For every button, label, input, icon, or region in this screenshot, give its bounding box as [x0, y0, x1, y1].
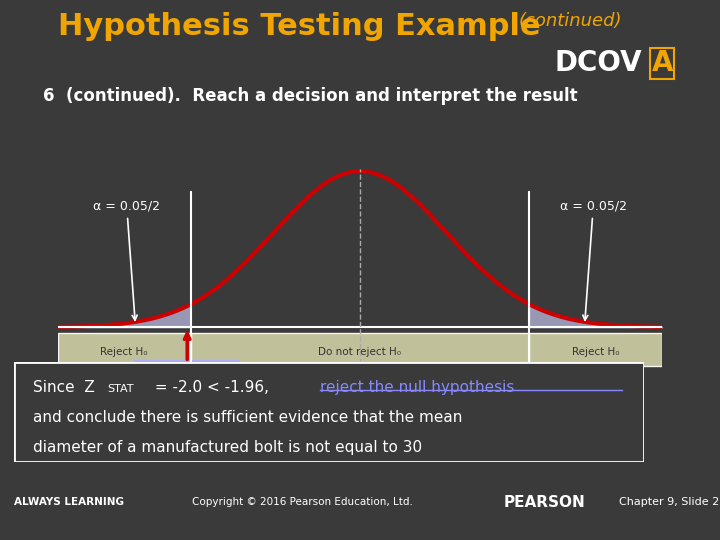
Text: +Zα/2= +1.96: +Zα/2= +1.96 [486, 371, 573, 384]
Bar [58, 333, 191, 366]
Text: = -2.0 < -1.96,: = -2.0 < -1.96, [150, 380, 274, 395]
Bar [529, 333, 662, 366]
Text: Hypothesis Testing Example: Hypothesis Testing Example [58, 12, 540, 40]
Text: and conclude there is sufficient evidence that the mean: and conclude there is sufficient evidenc… [33, 410, 463, 425]
Text: Reject H₀: Reject H₀ [572, 347, 620, 356]
Bar [191, 333, 529, 366]
Text: STAT: STAT [108, 384, 134, 394]
Text: α = 0.05/2: α = 0.05/2 [559, 200, 627, 320]
Text: 0: 0 [369, 371, 377, 384]
Text: PEARSON: PEARSON [504, 495, 586, 510]
Text: Reject H₀: Reject H₀ [100, 347, 148, 356]
Text: α = 0.05/2: α = 0.05/2 [93, 200, 161, 320]
Text: ALWAYS LEARNING: ALWAYS LEARNING [14, 497, 125, 507]
Text: A: A [652, 49, 673, 77]
Text: -2.0: -2.0 [173, 374, 202, 388]
Text: diameter of a manufactured bolt is not equal to 30: diameter of a manufactured bolt is not e… [33, 440, 423, 455]
Text: Since  Z: Since Z [33, 380, 95, 395]
Text: Copyright © 2016 Pearson Education, Ltd.: Copyright © 2016 Pearson Education, Ltd. [192, 497, 413, 507]
Text: Do not reject H₀: Do not reject H₀ [318, 347, 402, 356]
Text: Chapter 9, Slide 27: Chapter 9, Slide 27 [619, 497, 720, 507]
Text: DCOV: DCOV [554, 49, 642, 77]
Text: (continued): (continued) [518, 12, 622, 30]
Text: 6  (continued).  Reach a decision and interpret the result: 6 (continued). Reach a decision and inte… [43, 87, 578, 105]
Bar [135, 361, 239, 388]
Text: -Zα/2 =  -1.96: -Zα/2 = -1.96 [149, 371, 233, 384]
Text: reject the null hypothesis: reject the null hypothesis [320, 380, 514, 395]
